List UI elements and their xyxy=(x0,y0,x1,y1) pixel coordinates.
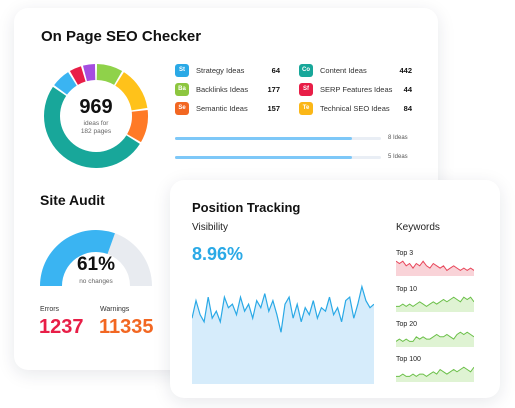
sparkline-line xyxy=(396,260,474,272)
donut-total: 969 xyxy=(79,96,113,118)
serp-features-badge: Sf xyxy=(299,82,313,96)
idea-count: 177 xyxy=(267,84,280,94)
seo-checker-title: On Page SEO Checker xyxy=(41,28,202,45)
strategy-badge: St xyxy=(175,63,189,77)
donut-segment xyxy=(127,109,148,143)
ideas-progress-label-2: 5 Ideas xyxy=(388,154,408,160)
keyword-top3-sparkline xyxy=(396,260,474,276)
technical-seo-badge: Te xyxy=(299,101,313,115)
donut-caption-line1: ideas for xyxy=(83,120,109,127)
idea-technical-seo[interactable]: Te Technical SEO Ideas 84 xyxy=(299,100,412,116)
idea-semantic[interactable]: Se Semantic Ideas 157 xyxy=(175,100,280,116)
idea-serp-features[interactable]: Sf SERP Features Ideas 44 xyxy=(299,81,412,97)
seo-ideas-donut xyxy=(43,64,148,169)
visibility-label: Visibility xyxy=(192,222,228,233)
warnings-value: 11335 xyxy=(99,316,154,338)
visibility-value: 8.96% xyxy=(192,244,244,264)
keyword-top100-sparkline xyxy=(396,366,474,382)
errors-label: Errors xyxy=(40,306,60,313)
donut-caption-line2: 182 pages xyxy=(80,128,112,135)
donut-segment xyxy=(82,64,96,82)
idea-count: 64 xyxy=(271,65,280,75)
donut-segment xyxy=(96,64,123,85)
sparkline-line xyxy=(396,331,474,343)
keyword-top20-label: Top 20 xyxy=(396,321,418,328)
idea-content[interactable]: Co Content Ideas 442 xyxy=(299,62,412,78)
idea-label: Backlinks Ideas xyxy=(196,84,249,94)
keywords-title: Keywords xyxy=(396,222,440,233)
keyword-top10-sparkline xyxy=(396,296,474,312)
ideas-progress-fill-1 xyxy=(175,137,353,140)
donut-segment xyxy=(43,86,140,169)
visibility-line xyxy=(192,284,374,333)
site-audit-title: Site Audit xyxy=(40,192,105,208)
idea-count: 442 xyxy=(399,65,412,75)
gauge-track xyxy=(107,233,152,286)
idea-label: SERP Features Ideas xyxy=(320,84,393,94)
visibility-chart xyxy=(192,284,374,384)
ideas-progress-fill-2 xyxy=(175,156,353,159)
idea-count: 157 xyxy=(267,103,280,113)
site-audit-score: 61% xyxy=(76,254,116,275)
ideas-progress-bar-1 xyxy=(175,137,381,140)
ideas-progress-label-1: 8 Ideas xyxy=(388,135,408,141)
sparkline-area xyxy=(396,297,474,312)
sparkline-line xyxy=(396,296,474,308)
idea-label: Content Ideas xyxy=(320,65,367,75)
position-tracking-title: Position Tracking xyxy=(192,200,301,215)
idea-label: Technical SEO Ideas xyxy=(320,103,390,113)
sparkline-area xyxy=(396,367,474,382)
gauge-fill xyxy=(40,230,115,286)
idea-label: Semantic Ideas xyxy=(196,103,248,113)
idea-count: 44 xyxy=(403,84,412,94)
donut-segment xyxy=(115,72,148,111)
semantic-badge: Se xyxy=(175,101,189,115)
idea-count: 84 xyxy=(403,103,412,113)
errors-value: 1237 xyxy=(39,316,84,338)
keyword-top100-label: Top 100 xyxy=(396,356,421,363)
keyword-top20-sparkline xyxy=(396,331,474,347)
visibility-area xyxy=(192,286,374,384)
site-audit-gauge xyxy=(40,230,152,286)
content-badge: Co xyxy=(299,63,313,77)
idea-label: Strategy Ideas xyxy=(196,65,245,75)
ideas-progress-bar-2 xyxy=(175,156,381,159)
idea-strategy[interactable]: St Strategy Ideas 64 xyxy=(175,62,280,78)
site-audit-score-caption: no changes xyxy=(79,278,113,285)
keyword-top3-label: Top 3 xyxy=(396,250,414,257)
donut-segment xyxy=(69,66,86,85)
donut-segment xyxy=(54,72,77,95)
backlinks-badge: Ba xyxy=(175,82,189,96)
keyword-top10-label: Top 10 xyxy=(396,286,418,293)
warnings-label: Warnings xyxy=(100,306,130,313)
idea-backlinks[interactable]: Ba Backlinks Ideas 177 xyxy=(175,81,280,97)
sparkline-line xyxy=(396,366,474,378)
sparkline-area xyxy=(396,332,474,347)
